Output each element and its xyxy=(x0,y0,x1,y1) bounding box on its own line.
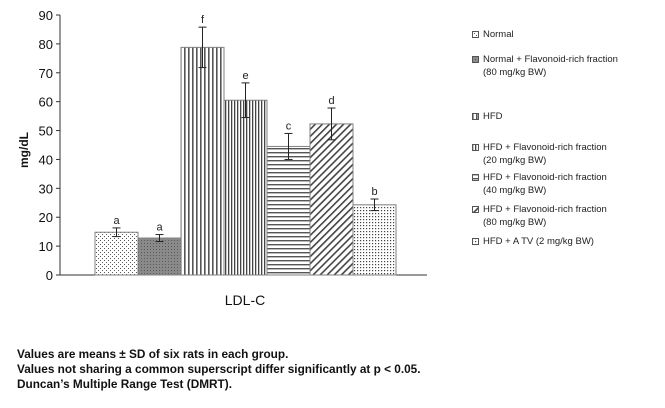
bar xyxy=(352,204,397,276)
bar xyxy=(137,237,182,276)
legend-label: HFD + Flavonoid-rich fraction (80 mg/kg … xyxy=(483,204,607,228)
bar xyxy=(266,145,311,276)
footnote: Values are means ± SD of six rats in eac… xyxy=(17,347,421,392)
axes: 0 10 20 30 40 50 60 70 80 90 xyxy=(39,8,427,283)
footnote-line-2: Values not sharing a common superscript … xyxy=(17,362,421,376)
y-tick-label: 60 xyxy=(39,95,53,110)
significance-letter: a xyxy=(113,215,120,227)
footnote-line-3: Duncan’s Multiple Range Test (DMRT). xyxy=(17,377,232,391)
legend-label: HFD + A TV (2 mg/kg BW) xyxy=(483,236,594,247)
significance-letter: b xyxy=(371,186,377,198)
y-tick-label: 70 xyxy=(39,66,53,81)
bar xyxy=(94,231,139,276)
legend-label: Normal xyxy=(483,29,514,40)
y-tick-label: 90 xyxy=(39,8,53,23)
legend-swatch xyxy=(472,206,479,213)
y-tick-label: 10 xyxy=(39,239,53,254)
bars: a a f e c d b xyxy=(94,14,397,276)
legend-swatch xyxy=(472,31,479,38)
bar xyxy=(223,99,268,276)
legend-label: Normal + Flavonoid-rich fraction (80 mg/… xyxy=(483,54,618,78)
significance-letter: f xyxy=(201,14,205,26)
x-axis-label: LDL-C xyxy=(225,292,265,308)
legend-label: HFD + Flavonoid-rich fraction (20 mg/kg … xyxy=(483,142,607,166)
legend-label: HFD xyxy=(483,111,503,122)
y-tick-label: 0 xyxy=(46,268,53,283)
legend-swatch xyxy=(472,113,479,120)
significance-letter: e xyxy=(242,70,248,82)
y-tick-label: 30 xyxy=(39,181,53,196)
bar xyxy=(180,46,225,276)
y-tick-label: 80 xyxy=(39,37,53,52)
footnote-line-1: Values are means ± SD of six rats in eac… xyxy=(17,347,289,361)
y-tick-label: 40 xyxy=(39,152,53,167)
y-tick-label: 20 xyxy=(39,210,53,225)
legend-swatch xyxy=(472,238,479,245)
significance-letter: a xyxy=(156,222,163,234)
significance-letter: d xyxy=(328,95,334,107)
legend-swatch xyxy=(472,56,479,63)
legend-swatch xyxy=(472,144,479,151)
legend-swatch xyxy=(472,174,479,181)
legend-label: HFD + Flavonoid-rich fraction (40 mg/kg … xyxy=(483,172,607,196)
y-axis-label: mg/dL xyxy=(17,132,31,168)
bar xyxy=(309,123,354,276)
significance-letter: c xyxy=(286,120,292,132)
y-tick-label: 50 xyxy=(39,124,53,139)
